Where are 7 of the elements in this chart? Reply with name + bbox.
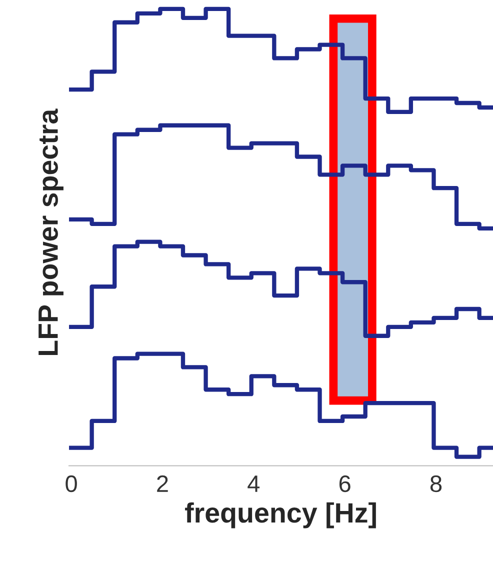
x-tick-label: 4	[248, 476, 260, 492]
x-axis-title: frequency [Hz]	[185, 502, 376, 528]
x-tick-label: 6	[339, 475, 350, 492]
y-axis-title: LFP power spectra	[38, 108, 64, 356]
x-tick-label: 8	[430, 475, 442, 492]
x-tick-label: 2	[157, 475, 168, 492]
x-tick-label: 0	[66, 475, 77, 492]
